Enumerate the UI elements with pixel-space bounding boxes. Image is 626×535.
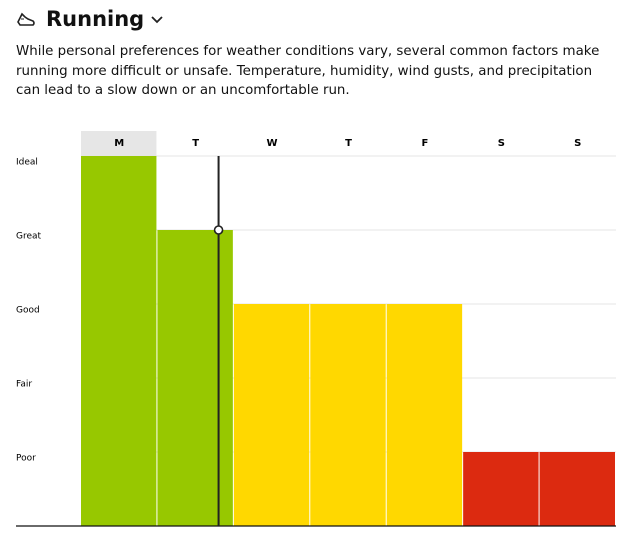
x-tick-label: S	[574, 138, 581, 149]
bar	[157, 230, 233, 526]
bar	[233, 304, 310, 526]
x-tick-label: W	[267, 138, 278, 149]
x-tick-label: S	[498, 138, 505, 149]
bar	[81, 156, 157, 526]
y-tick-label: Fair	[16, 380, 32, 390]
y-tick-label: Poor	[16, 454, 36, 464]
dropdown-chevron[interactable]	[150, 12, 164, 26]
x-tick-label: M	[114, 138, 124, 149]
selected-day-highlight	[81, 131, 157, 156]
x-tick-label: T	[192, 138, 199, 149]
bar	[386, 304, 463, 526]
y-tick-label: Ideal	[16, 158, 38, 168]
y-tick-label: Good	[16, 306, 40, 316]
title: Running	[46, 7, 145, 31]
bar	[310, 304, 386, 526]
x-tick-label: T	[345, 138, 352, 149]
cursor-point	[213, 225, 224, 235]
bar	[463, 452, 539, 526]
bar	[539, 452, 615, 526]
y-tick-label: Great	[16, 232, 42, 242]
shoe-icon	[17, 12, 35, 26]
description: While personal preferences for weather c…	[16, 44, 600, 98]
header: Running	[16, 4, 164, 34]
x-tick-label: F	[422, 138, 429, 149]
